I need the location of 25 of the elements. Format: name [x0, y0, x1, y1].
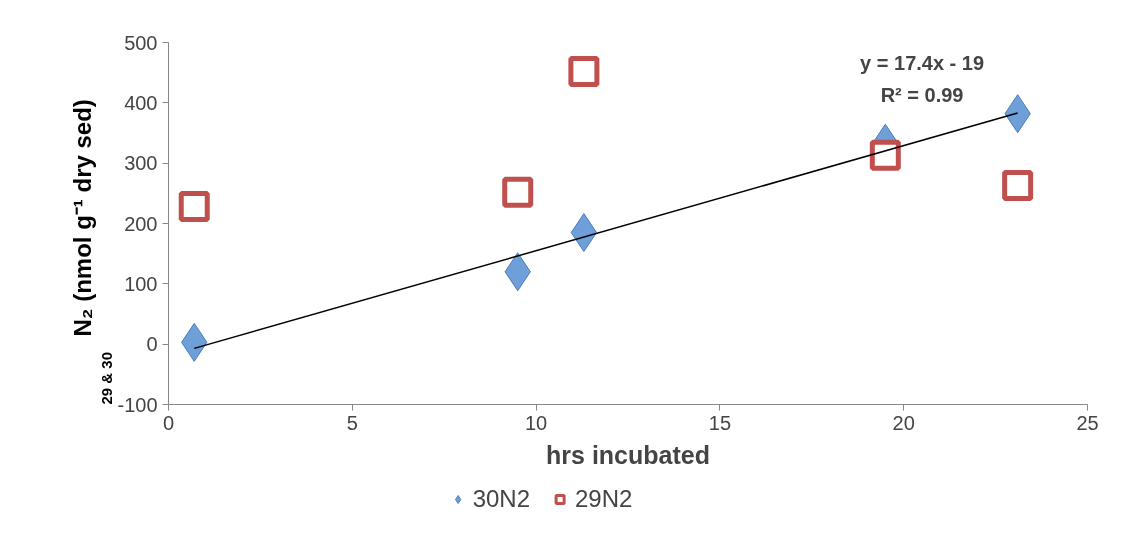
x-axis-title: hrs incubated [546, 440, 710, 469]
point [570, 213, 598, 253]
x-tick-label: 10 [524, 411, 548, 434]
legend-label: 30N2 [472, 485, 530, 513]
legend-label: 29N2 [575, 485, 633, 513]
x-tick-label: 25 [1076, 411, 1099, 434]
point [568, 55, 600, 87]
x-tick-label: 20 [892, 411, 915, 434]
y-tick-label: -100 [117, 393, 158, 416]
annotation: R² = 0.99 [880, 83, 964, 106]
x-tick-label: 15 [708, 411, 732, 434]
x-tick-label: 0 [162, 411, 175, 434]
y-tick-label: 300 [124, 152, 158, 175]
point [178, 191, 210, 223]
y-tick-label: 400 [124, 91, 158, 114]
point [1002, 169, 1034, 201]
annotation: y = 17.4x - 19 [860, 51, 985, 74]
y-tick-label: 100 [124, 272, 158, 295]
y-tick-label: 200 [124, 212, 158, 235]
y-tick-label: 0 [146, 333, 158, 356]
y-axis-title: 29 & 30N₂ (nmol g⁻¹ dry sed) [68, 99, 115, 405]
point [869, 139, 901, 171]
y-tick-label: 500 [124, 31, 158, 54]
point [502, 176, 534, 208]
x-tick-label: 5 [346, 411, 358, 434]
